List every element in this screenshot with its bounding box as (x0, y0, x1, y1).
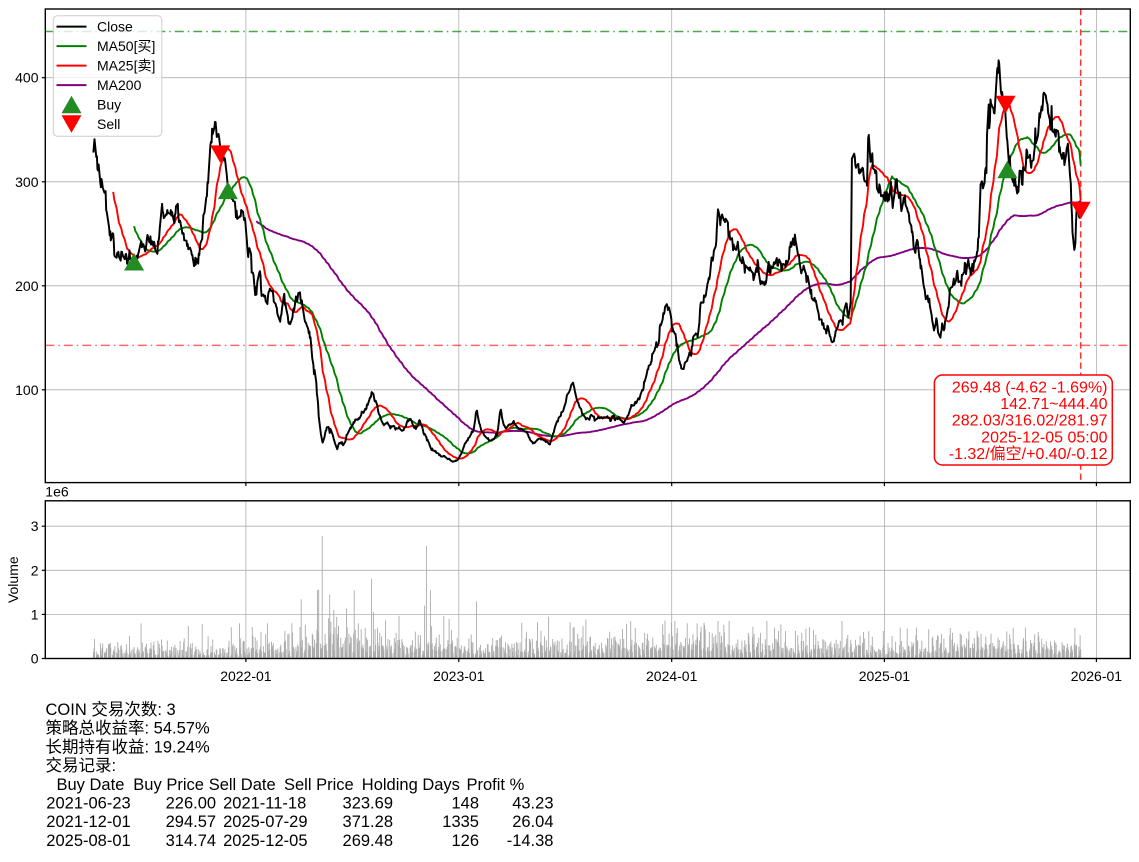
svg-text:长期持有收益: 19.24%: 长期持有收益: 19.24% (46, 737, 210, 756)
svg-text:294.57: 294.57 (166, 813, 216, 831)
svg-text:2022-01: 2022-01 (220, 668, 272, 684)
svg-text:MA200: MA200 (97, 77, 142, 93)
svg-text:2024-01: 2024-01 (646, 668, 698, 684)
svg-text:2025-12-05: 2025-12-05 (223, 832, 307, 850)
svg-text:交易记录:: 交易记录: (46, 756, 117, 775)
svg-text:-1.32/偏空/+0.40/-0.12: -1.32/偏空/+0.40/-0.12 (949, 445, 1108, 463)
svg-text:MA25[卖]: MA25[卖] (97, 58, 155, 74)
svg-text:1335: 1335 (442, 813, 479, 831)
svg-text:0: 0 (31, 651, 39, 667)
svg-text:282.03/316.02/281.97: 282.03/316.02/281.97 (952, 413, 1108, 430)
svg-text:2025-07-29: 2025-07-29 (223, 813, 307, 831)
svg-text:2021-06-23: 2021-06-23 (46, 795, 130, 813)
svg-text:148: 148 (451, 795, 479, 813)
svg-text:策略总收益率: 54.57%: 策略总收益率: 54.57% (46, 719, 210, 738)
svg-text:323.69: 323.69 (343, 795, 393, 813)
svg-text:269.48: 269.48 (343, 832, 393, 850)
svg-text:2021-11-18: 2021-11-18 (223, 795, 306, 813)
svg-text:Buy: Buy (97, 97, 121, 113)
svg-text:1e6: 1e6 (45, 484, 69, 500)
svg-text:Buy Date: Buy Date (57, 776, 125, 794)
svg-text:2025-08-01: 2025-08-01 (46, 832, 130, 850)
svg-text:142.71~444.40: 142.71~444.40 (1000, 396, 1107, 413)
svg-text:Profit %: Profit % (467, 776, 525, 794)
svg-text:43.23: 43.23 (512, 795, 553, 813)
svg-text:126: 126 (451, 832, 479, 850)
svg-text:MA50[买]: MA50[买] (97, 38, 155, 54)
svg-text:2025-12-05 05:00: 2025-12-05 05:00 (981, 429, 1107, 446)
svg-text:200: 200 (15, 278, 39, 294)
svg-text:Buy Price: Buy Price (133, 776, 204, 794)
svg-text:Close: Close (97, 19, 133, 35)
svg-text:COIN 交易次数: 3: COIN 交易次数: 3 (46, 700, 176, 719)
svg-text:Holding Days: Holding Days (362, 776, 460, 794)
svg-text:400: 400 (15, 70, 39, 86)
svg-text:Volume: Volume (5, 556, 21, 603)
svg-text:Sell Price: Sell Price (284, 776, 354, 794)
svg-text:2021-12-01: 2021-12-01 (46, 813, 130, 831)
svg-text:300: 300 (15, 174, 39, 190)
svg-text:1: 1 (31, 606, 39, 622)
svg-text:3: 3 (31, 518, 39, 534)
svg-text:226.00: 226.00 (166, 795, 216, 813)
svg-text:2: 2 (31, 562, 39, 578)
svg-text:371.28: 371.28 (343, 813, 393, 831)
svg-text:100: 100 (15, 382, 39, 398)
svg-text:314.74: 314.74 (166, 832, 216, 850)
svg-text:269.48 (-4.62 -1.69%): 269.48 (-4.62 -1.69%) (952, 380, 1108, 397)
svg-text:26.04: 26.04 (512, 813, 553, 831)
svg-text:2025-01: 2025-01 (859, 668, 911, 684)
svg-text:2026-01: 2026-01 (1071, 668, 1123, 684)
svg-text:Sell: Sell (97, 116, 120, 132)
svg-text:2023-01: 2023-01 (433, 668, 485, 684)
svg-text:-14.38: -14.38 (507, 832, 554, 850)
svg-text:Sell Date: Sell Date (209, 776, 276, 794)
